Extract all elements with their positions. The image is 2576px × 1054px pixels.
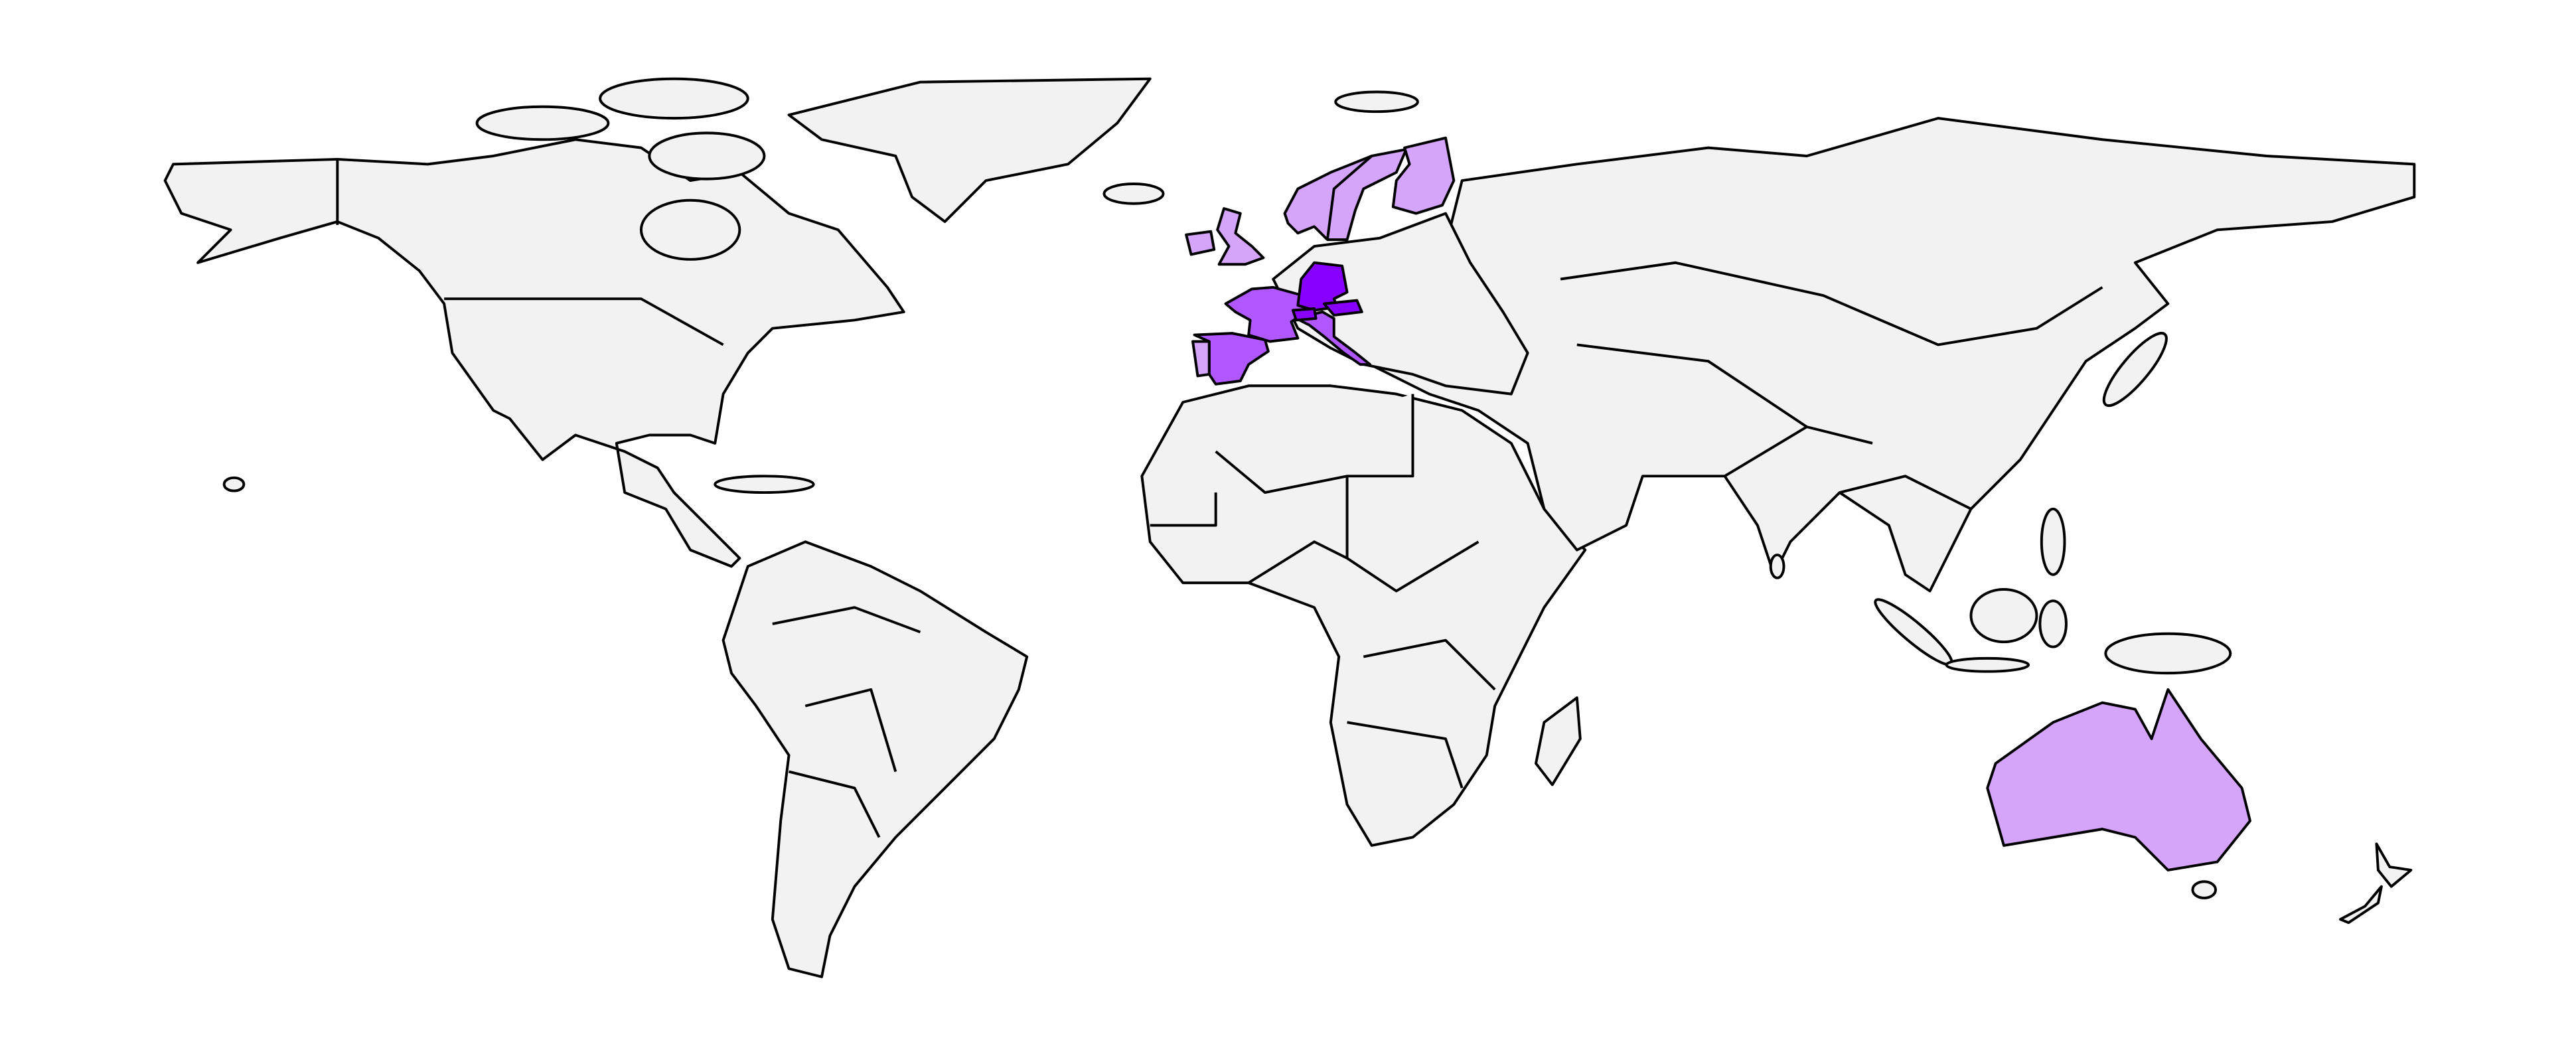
us-canada-border	[336, 159, 724, 346]
asia-borders	[1560, 261, 2103, 510]
hawaii	[222, 476, 246, 492]
arctic-island	[648, 131, 766, 181]
region-finland	[1391, 136, 1456, 215]
south-america	[721, 540, 1029, 978]
greenland	[787, 77, 1152, 223]
new-guinea	[2104, 632, 2232, 675]
africa	[1140, 384, 1587, 847]
south-america-borders	[772, 606, 921, 838]
philippines	[2040, 507, 2066, 576]
region-germany	[1296, 261, 1349, 312]
region-switzerland	[1291, 307, 1318, 322]
sulawesi	[2038, 599, 2068, 648]
japan	[2102, 332, 2168, 408]
region-norway-sweden	[1283, 148, 1408, 242]
norway-sweden-border	[1326, 155, 1373, 240]
arctic-island	[475, 105, 610, 141]
region-italy	[1294, 310, 1372, 366]
north-america	[163, 138, 905, 568]
region-portugal	[1191, 340, 1211, 378]
sri-lanka	[1769, 554, 1785, 579]
region-australia	[1986, 688, 2251, 871]
svalbard	[1334, 90, 1419, 113]
africa-borders	[1150, 394, 1496, 789]
base-land	[163, 77, 2416, 978]
new-zealand-north	[2375, 842, 2413, 888]
java	[1945, 656, 2030, 673]
cuba	[714, 475, 815, 494]
eurasia	[1345, 117, 2416, 593]
iceland	[1102, 183, 1165, 205]
region-ireland	[1185, 230, 1216, 256]
europe	[1272, 212, 1529, 396]
tasmania	[2191, 880, 2218, 899]
region-united-kingdom	[1216, 207, 1265, 266]
madagascar	[1535, 696, 1582, 787]
sumatra	[1874, 598, 1953, 666]
highlighted-regions	[1185, 136, 2251, 871]
arctic-island	[599, 77, 749, 120]
borneo	[1969, 588, 2038, 644]
new-zealand-south	[2339, 885, 2383, 925]
region-austria	[1322, 299, 1363, 317]
region-france	[1224, 285, 1308, 343]
arctic-island	[639, 198, 741, 261]
